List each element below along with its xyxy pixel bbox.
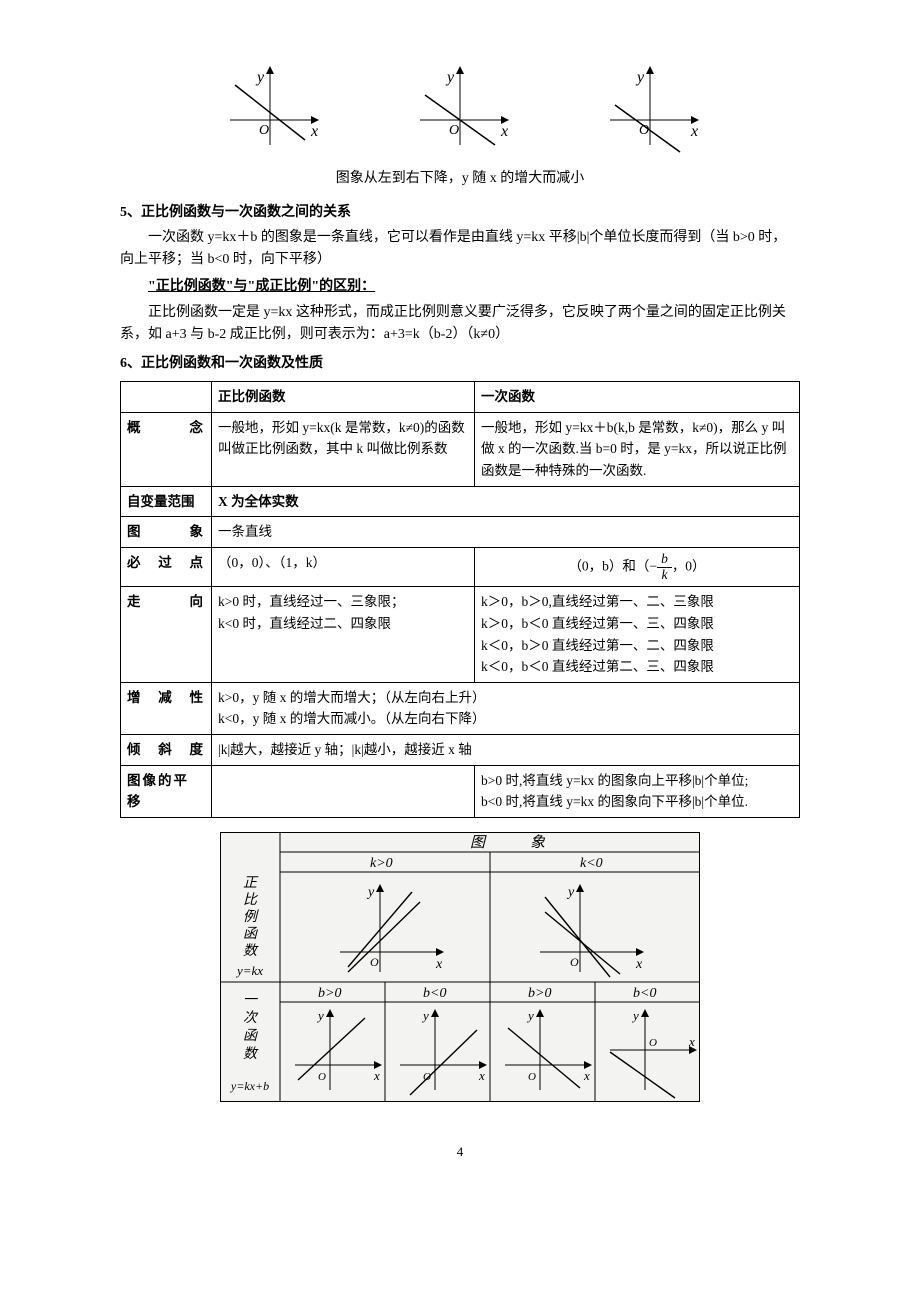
svg-text:函: 函: [243, 926, 258, 942]
mono-val: k>0，y 随 x 的增大而增大；（从左向右上升） k<0，y 随 x 的增大而…: [212, 682, 800, 734]
concept-lin: 一般地，形如 y=kx＋b(k,b 是常数，k≠0)，那么 y 叫做 x 的一次…: [475, 412, 800, 486]
row-concept-label: 概 念: [121, 412, 212, 486]
svg-text:k>0: k>0: [370, 856, 393, 871]
graph-neg-b0: y x O: [405, 60, 515, 160]
section-5-heading: 5、正比例函数与一次函数之间的关系: [120, 202, 800, 224]
svg-text:O: O: [449, 123, 459, 138]
svg-text:图 象: 图 象: [470, 834, 546, 851]
svg-text:y: y: [526, 1008, 534, 1023]
top-graphs-caption: 图象从左到右下降，y 随 x 的增大而减小: [120, 168, 800, 190]
summary-diagram: 图 象 k>0 k<0 b>0 b<0 b>0 b<0 正 比 例 函 数 y=…: [220, 832, 700, 1102]
row-shift-label: 图像的平 移: [121, 765, 212, 817]
sec5-p2: 正比例函数一定是 y=kx 这种形式，而成正比例则意义要广泛得多，它反映了两个量…: [120, 302, 800, 347]
table-corner: [121, 382, 212, 413]
svg-text:x: x: [635, 957, 643, 972]
svg-text:O: O: [423, 1071, 431, 1083]
svg-text:y=kx: y=kx: [235, 963, 263, 978]
th-linear: 一次函数: [475, 382, 800, 413]
must-prop: （0，0）、（1，k）: [212, 547, 475, 587]
svg-text:O: O: [570, 955, 579, 969]
svg-text:b>0: b>0: [528, 986, 551, 1001]
row-slope-label: 倾斜度: [121, 734, 212, 765]
image-val: 一条直线: [212, 517, 800, 548]
svg-text:y=kx+b: y=kx+b: [230, 1079, 269, 1093]
svg-text:b>0: b>0: [318, 986, 341, 1001]
svg-text:y: y: [631, 1008, 639, 1023]
svg-text:y: y: [316, 1008, 324, 1023]
svg-text:y: y: [566, 885, 575, 900]
domain-val: X 为全体实数: [212, 486, 800, 517]
svg-text:x: x: [583, 1068, 590, 1083]
svg-text:次: 次: [243, 1010, 259, 1026]
sec5-sub: "正比例函数"与"成正比例"的区别：: [120, 276, 800, 298]
svg-text:x: x: [690, 123, 698, 140]
svg-text:y: y: [421, 1008, 429, 1023]
svg-text:x: x: [435, 957, 443, 972]
th-proportional: 正比例函数: [212, 382, 475, 413]
svg-text:例: 例: [243, 909, 259, 925]
axis-x-label: x: [310, 123, 318, 140]
row-domain-label: 自变量范围: [121, 486, 212, 517]
graph-neg-bpos: y x O: [215, 60, 325, 160]
svg-text:O: O: [649, 1037, 657, 1049]
graph-neg-bneg: y x O: [595, 60, 705, 160]
svg-text:正: 正: [243, 876, 259, 891]
dir-prop: k>0 时，直线经过一、三象限； k<0 时，直线经过二、四象限: [212, 587, 475, 682]
section-6-heading: 6、正比例函数和一次函数及性质: [120, 353, 800, 375]
svg-text:y: y: [635, 69, 645, 86]
svg-text:O: O: [370, 955, 379, 969]
svg-text:b<0: b<0: [423, 986, 446, 1001]
svg-text:k<0: k<0: [580, 856, 603, 871]
svg-text:y: y: [445, 69, 455, 86]
origin-label: O: [259, 123, 269, 138]
svg-text:数: 数: [243, 1046, 259, 1062]
slope-val: |k|越大，越接近 y 轴；|k|越小，越接近 x 轴: [212, 734, 800, 765]
svg-text:x: x: [688, 1034, 695, 1049]
svg-text:x: x: [373, 1068, 380, 1083]
svg-text:x: x: [478, 1068, 485, 1083]
svg-text:O: O: [318, 1071, 326, 1083]
svg-text:x: x: [500, 123, 508, 140]
top-graphs-row: y x O y x O y x O: [120, 60, 800, 160]
must-lin: （0，b）和（−bk，0）: [475, 547, 800, 587]
frac-b-over-k: bk: [657, 552, 672, 583]
svg-text:b<0: b<0: [633, 986, 656, 1001]
row-mono-label: 增减性: [121, 682, 212, 734]
page-number: 4: [120, 1142, 800, 1163]
svg-text:O: O: [639, 123, 649, 138]
svg-text:y: y: [366, 885, 375, 900]
svg-text:O: O: [528, 1071, 536, 1083]
sec5-p1: 一次函数 y=kx＋b 的图象是一条直线，它可以看作是由直线 y=kx 平移|b…: [120, 227, 800, 272]
dir-lin: k＞0，b＞0,直线经过第一、二、三象限 k＞0，b＜0 直线经过第一、三、四象…: [475, 587, 800, 682]
svg-text:一: 一: [243, 993, 258, 1008]
row-dir-label: 走 向: [121, 587, 212, 682]
axis-y-label: y: [255, 69, 265, 86]
shift-lin: b>0 时,将直线 y=kx 的图象向上平移|b|个单位; b<0 时,将直线 …: [475, 765, 800, 817]
properties-table: 正比例函数 一次函数 概 念 一般地，形如 y=kx(k 是常数，k≠0)的函数…: [120, 381, 800, 818]
svg-text:数: 数: [243, 943, 259, 959]
shift-prop: [212, 765, 475, 817]
svg-text:函: 函: [243, 1028, 258, 1044]
row-must-label: 必过点: [121, 547, 212, 587]
row-image-label: 图 象: [121, 517, 212, 548]
svg-text:比: 比: [243, 892, 259, 908]
concept-prop: 一般地，形如 y=kx(k 是常数，k≠0)的函数叫做正比例函数，其中 k 叫做…: [212, 412, 475, 486]
